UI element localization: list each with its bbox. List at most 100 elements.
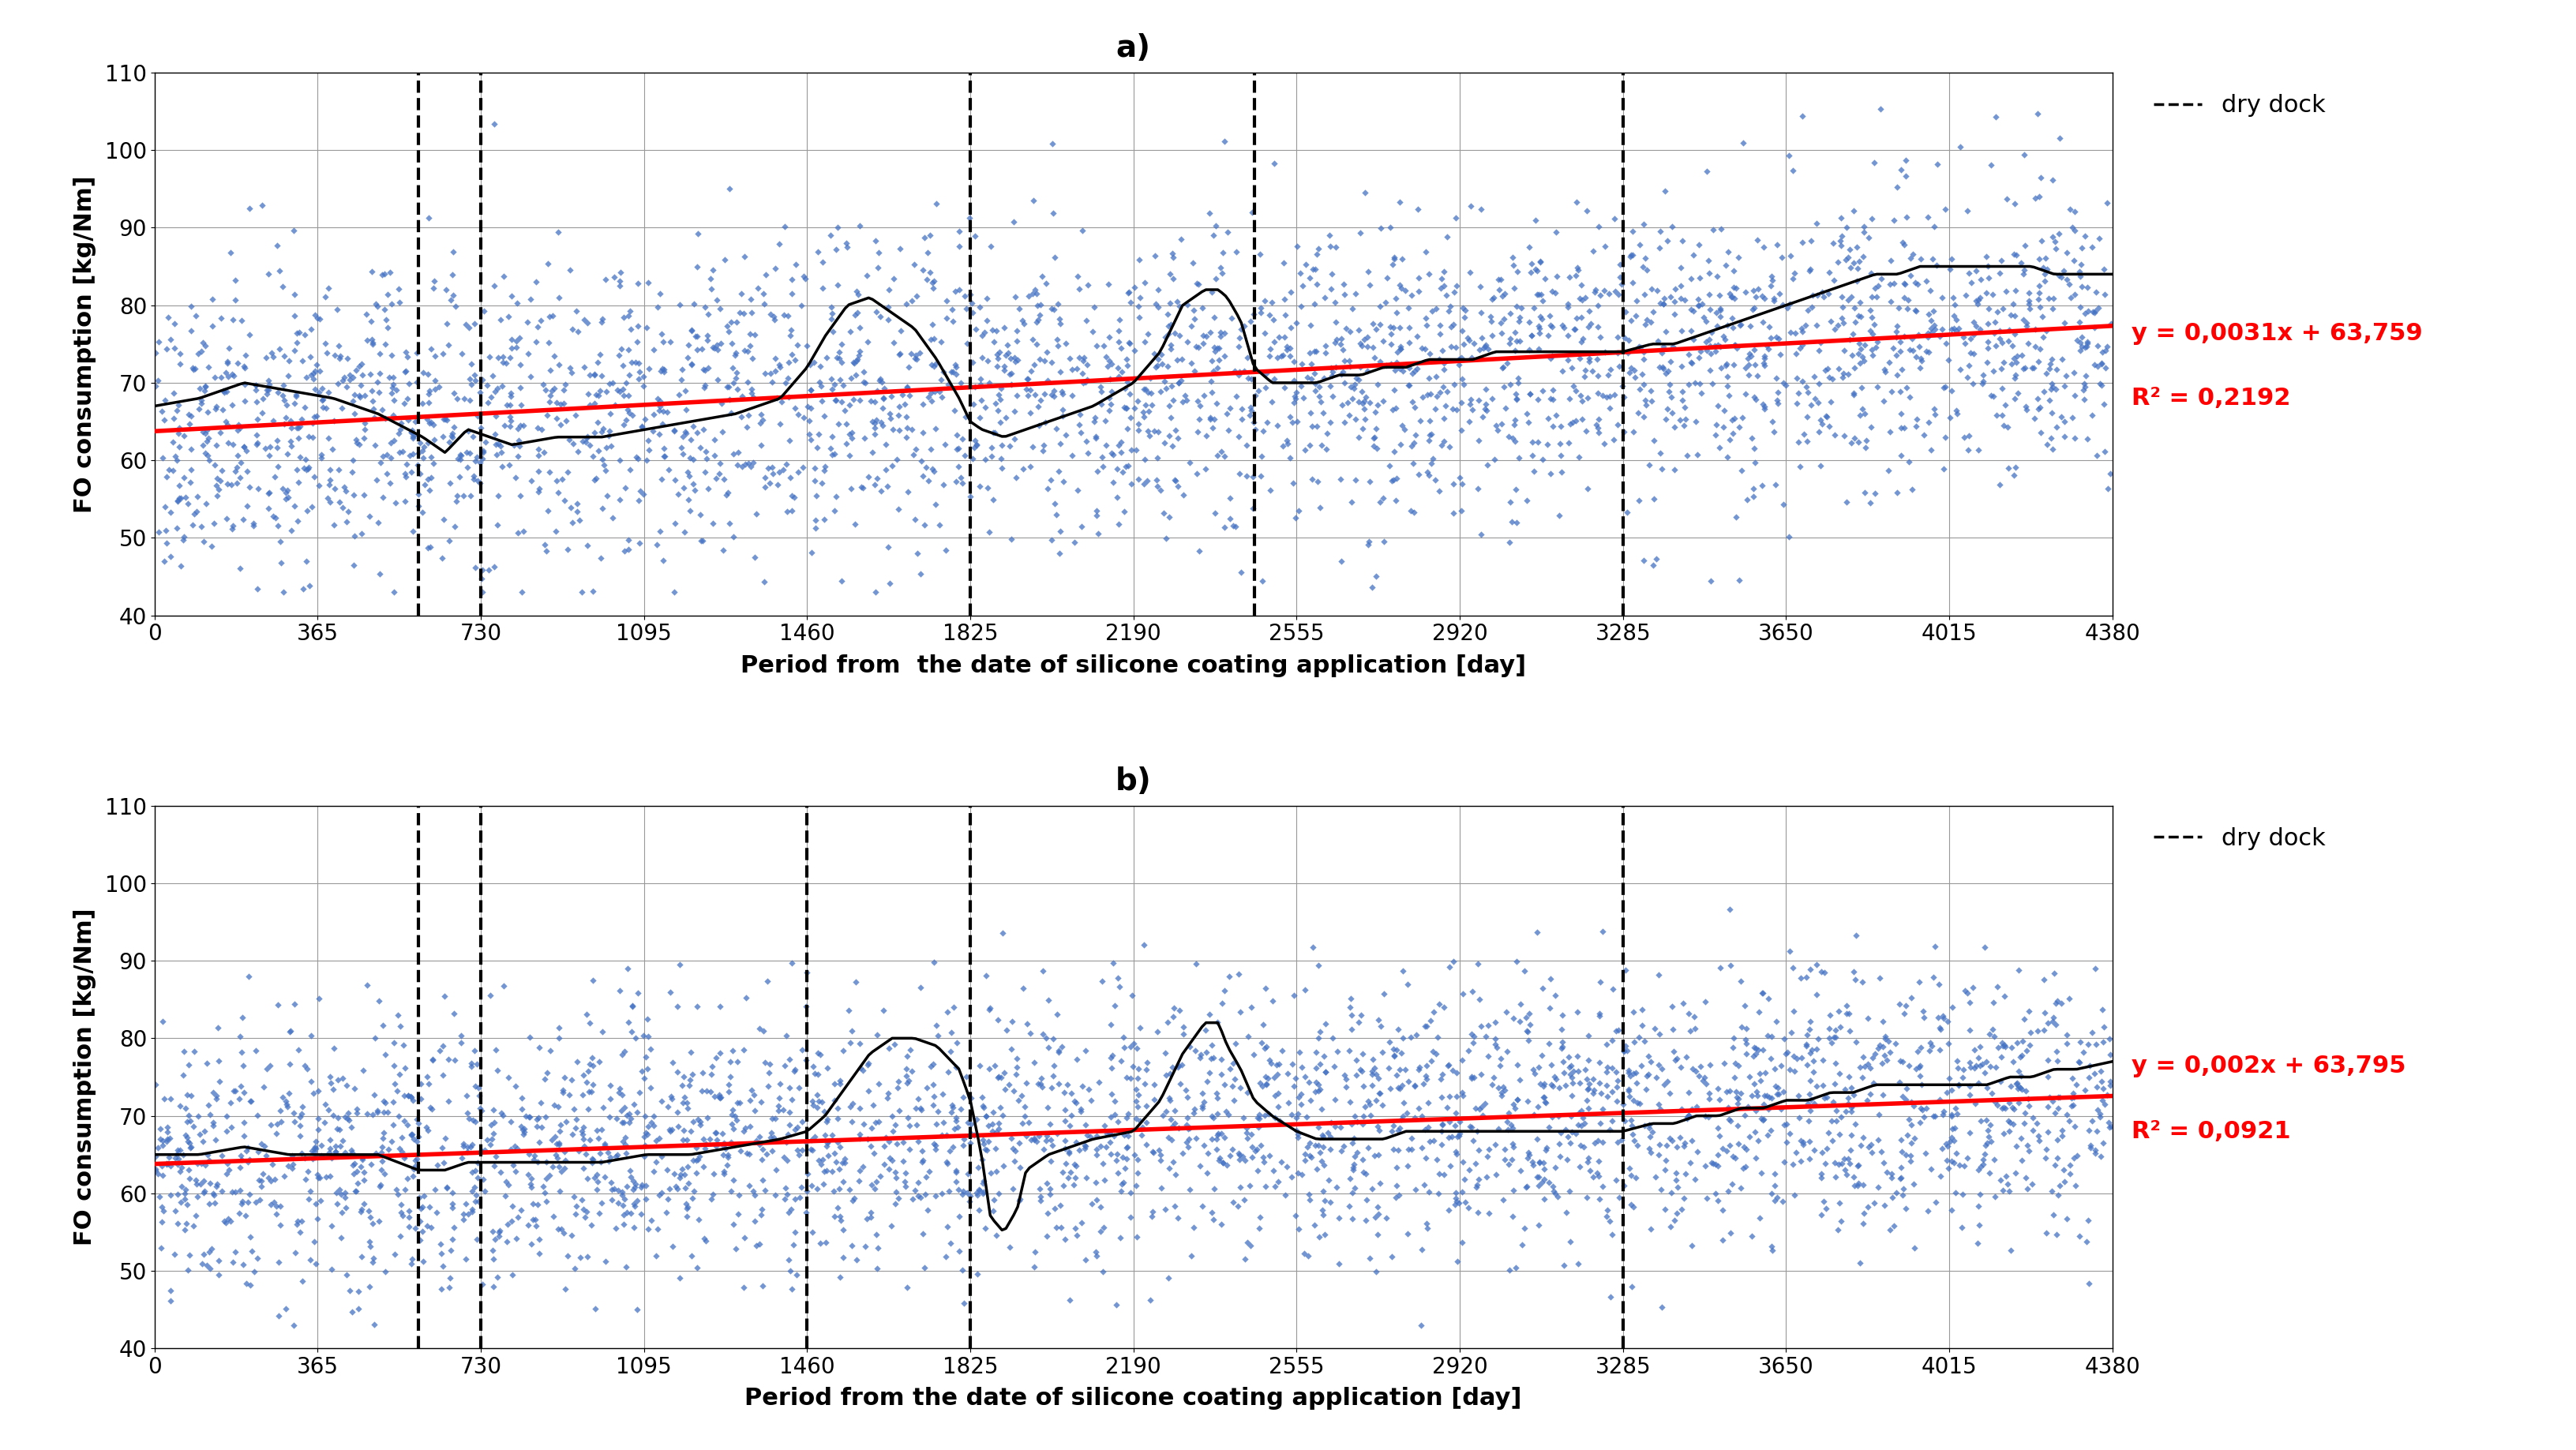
Point bbox=[572, 1080, 613, 1103]
Point bbox=[1713, 1035, 1754, 1058]
Point bbox=[263, 1085, 304, 1108]
Point bbox=[1579, 1112, 1620, 1135]
Point bbox=[817, 1196, 858, 1219]
Point bbox=[685, 296, 726, 319]
Point bbox=[1103, 1035, 1144, 1058]
Point bbox=[2084, 1076, 2125, 1099]
Point bbox=[1602, 1040, 1643, 1063]
Point bbox=[616, 331, 657, 354]
Point bbox=[301, 387, 343, 410]
Point bbox=[2084, 339, 2125, 362]
Point bbox=[2025, 262, 2066, 286]
Point bbox=[1710, 306, 1752, 329]
Point bbox=[1770, 144, 1811, 167]
Point bbox=[611, 1202, 652, 1225]
Point bbox=[526, 1167, 567, 1190]
Point bbox=[608, 1011, 649, 1034]
Point bbox=[433, 426, 474, 450]
Point bbox=[801, 1148, 842, 1172]
Point bbox=[1293, 362, 1334, 386]
Point bbox=[250, 1054, 291, 1077]
Point bbox=[835, 364, 876, 387]
Point bbox=[1056, 1154, 1097, 1177]
Point bbox=[1561, 326, 1602, 349]
Point bbox=[927, 1150, 969, 1173]
Point bbox=[626, 316, 667, 339]
Point bbox=[500, 326, 541, 349]
Point bbox=[211, 309, 252, 332]
Point bbox=[1388, 1070, 1430, 1093]
Point bbox=[1914, 966, 1955, 989]
Point bbox=[698, 995, 739, 1018]
Point bbox=[1427, 380, 1468, 403]
Point bbox=[806, 1131, 848, 1154]
Point bbox=[286, 499, 327, 522]
Point bbox=[1443, 473, 1484, 496]
Point bbox=[724, 1276, 765, 1299]
Point bbox=[319, 344, 361, 367]
Point bbox=[1293, 291, 1334, 315]
Point bbox=[304, 286, 345, 309]
Point bbox=[1613, 1122, 1654, 1146]
Point bbox=[1092, 352, 1133, 376]
Point bbox=[332, 554, 374, 577]
Point bbox=[1865, 1044, 1906, 1067]
Point bbox=[1275, 312, 1316, 335]
Point bbox=[438, 447, 479, 470]
Point bbox=[997, 329, 1038, 352]
Point bbox=[757, 473, 799, 496]
Point bbox=[263, 276, 304, 299]
Point bbox=[1862, 358, 1904, 381]
Point bbox=[2043, 310, 2084, 334]
Point bbox=[448, 419, 489, 442]
Point bbox=[822, 1218, 863, 1241]
Point bbox=[716, 1050, 757, 1073]
Point bbox=[1149, 1267, 1190, 1290]
Point bbox=[636, 296, 677, 319]
Point bbox=[294, 465, 335, 489]
Point bbox=[134, 374, 175, 397]
Point bbox=[1893, 271, 1935, 294]
Point bbox=[312, 1147, 353, 1170]
Point bbox=[696, 1134, 737, 1157]
Point bbox=[1816, 1164, 1857, 1188]
Point bbox=[386, 387, 428, 410]
Point bbox=[355, 293, 397, 316]
Point bbox=[811, 377, 853, 400]
Point bbox=[1409, 409, 1450, 432]
Point bbox=[868, 1086, 909, 1109]
Point bbox=[185, 422, 227, 445]
Point bbox=[914, 1134, 956, 1157]
Point bbox=[1450, 1064, 1492, 1088]
Point bbox=[1510, 261, 1551, 284]
Point bbox=[1947, 199, 1989, 222]
Point bbox=[855, 390, 896, 413]
Point bbox=[1118, 1016, 1159, 1040]
Point bbox=[1811, 390, 1852, 413]
Point bbox=[1540, 461, 1582, 484]
Point bbox=[1757, 1082, 1798, 1105]
Point bbox=[1826, 1086, 1868, 1109]
Point bbox=[680, 1114, 721, 1137]
Point bbox=[1082, 969, 1123, 992]
Point bbox=[1409, 423, 1450, 447]
Point bbox=[327, 1074, 368, 1098]
Point bbox=[907, 1198, 948, 1221]
Point bbox=[1775, 261, 1816, 284]
Point bbox=[412, 1048, 453, 1072]
Point bbox=[1999, 1127, 2040, 1150]
Point bbox=[1847, 1195, 1888, 1218]
Point bbox=[1090, 1047, 1131, 1070]
Point bbox=[1252, 390, 1293, 413]
Point bbox=[1358, 1144, 1399, 1167]
Point bbox=[711, 1131, 752, 1154]
Point bbox=[1623, 405, 1664, 428]
Point bbox=[1852, 207, 1893, 231]
Point bbox=[2063, 371, 2105, 394]
Point bbox=[840, 1127, 881, 1150]
Point bbox=[1492, 1132, 1533, 1156]
Point bbox=[886, 425, 927, 448]
Point bbox=[240, 1169, 281, 1192]
Point bbox=[894, 507, 935, 531]
Point bbox=[1432, 1058, 1473, 1082]
